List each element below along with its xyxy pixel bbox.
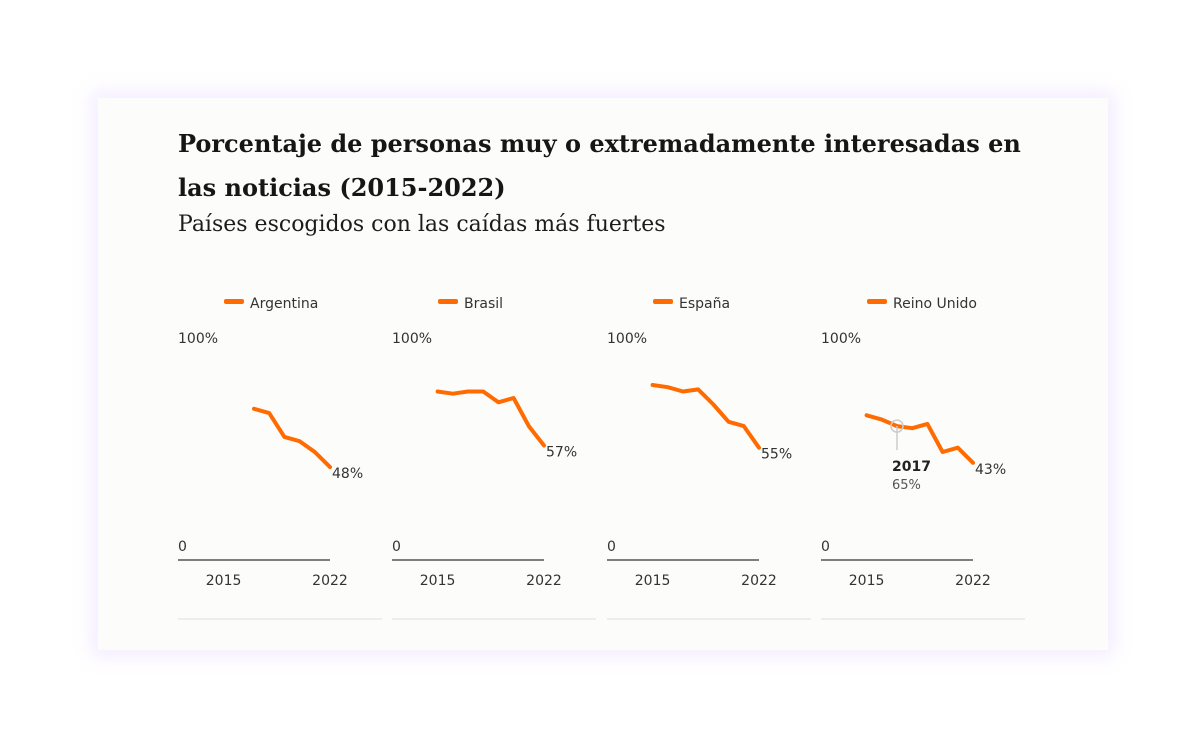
legend-label-argentina: Argentina [250, 296, 319, 312]
legend-swatch-reino-unido [867, 299, 887, 304]
x-tick-label: 2022 [526, 573, 562, 589]
legend-label-espana: España [679, 296, 731, 312]
legend-reino-unido: Reino Unido [867, 293, 977, 312]
y-label-top: 100% [178, 331, 219, 347]
series-line [650, 383, 761, 450]
x-tick-label: 2022 [955, 573, 991, 589]
chart-svg-brasil: 2015 2022 57% [392, 389, 577, 589]
tooltip-year: 2017 [892, 459, 931, 475]
y-label-zero: 0 [392, 539, 401, 555]
legend-swatch-argentina [224, 299, 244, 304]
panel-divider [392, 618, 596, 620]
chart-title: Porcentaje de personas muy o extremadame… [178, 129, 1021, 202]
tooltip-marker [890, 419, 904, 433]
legend-argentina: Argentina [224, 293, 318, 312]
chart-card: Porcentaje de personas muy o extremadame… [98, 98, 1108, 650]
tooltip-value: 65% [892, 478, 921, 493]
x-tick-label: 2015 [420, 573, 456, 589]
chart-svg-espana: 2015 2022 55% [607, 383, 792, 589]
panel-espana: España 100% 0 2015 2022 55% [607, 284, 811, 624]
x-tick-label: 2015 [849, 573, 885, 589]
panel-divider [607, 618, 811, 620]
panel-reino-unido: Reino Unido 100% 0 2015 2022 2017 65% 43% [821, 284, 1025, 624]
panel-brasil: Brasil 100% 0 2015 2022 57% [392, 284, 596, 624]
chart-svg-reino-unido: 2015 2022 2017 65% 43% [821, 413, 1006, 589]
panel-divider [178, 618, 382, 620]
x-tick-label: 2015 [206, 573, 242, 589]
panel-divider [821, 618, 1025, 620]
x-tick-label: 2022 [312, 573, 348, 589]
y-label-top: 100% [821, 331, 862, 347]
end-value-label: 55% [761, 447, 792, 463]
y-label-zero: 0 [178, 539, 187, 555]
y-label-top: 100% [392, 331, 433, 347]
y-label-top: 100% [607, 331, 648, 347]
end-value-label: 43% [975, 462, 1006, 478]
end-value-label: 57% [546, 445, 577, 461]
legend-swatch-espana [653, 299, 673, 304]
legend-brasil: Brasil [438, 293, 503, 312]
chart-subtitle: Países escogidos con las caídas más fuer… [178, 212, 666, 237]
legend-label-brasil: Brasil [464, 296, 504, 312]
legend-espana: España [653, 293, 730, 312]
series-line [864, 413, 975, 465]
legend-label-reino-unido: Reino Unido [893, 296, 977, 312]
chart-svg-argentina: 2015 2022 48% [178, 406, 363, 589]
panel-argentina: Argentina 100% 0 2015 2022 48% [178, 284, 382, 624]
series-line [435, 389, 546, 448]
y-label-zero: 0 [821, 539, 830, 555]
x-tick-label: 2022 [741, 573, 777, 589]
end-value-label: 48% [332, 466, 363, 482]
legend-swatch-brasil [438, 299, 458, 304]
series-line [252, 406, 332, 470]
y-label-zero: 0 [607, 539, 616, 555]
x-tick-label: 2015 [635, 573, 671, 589]
